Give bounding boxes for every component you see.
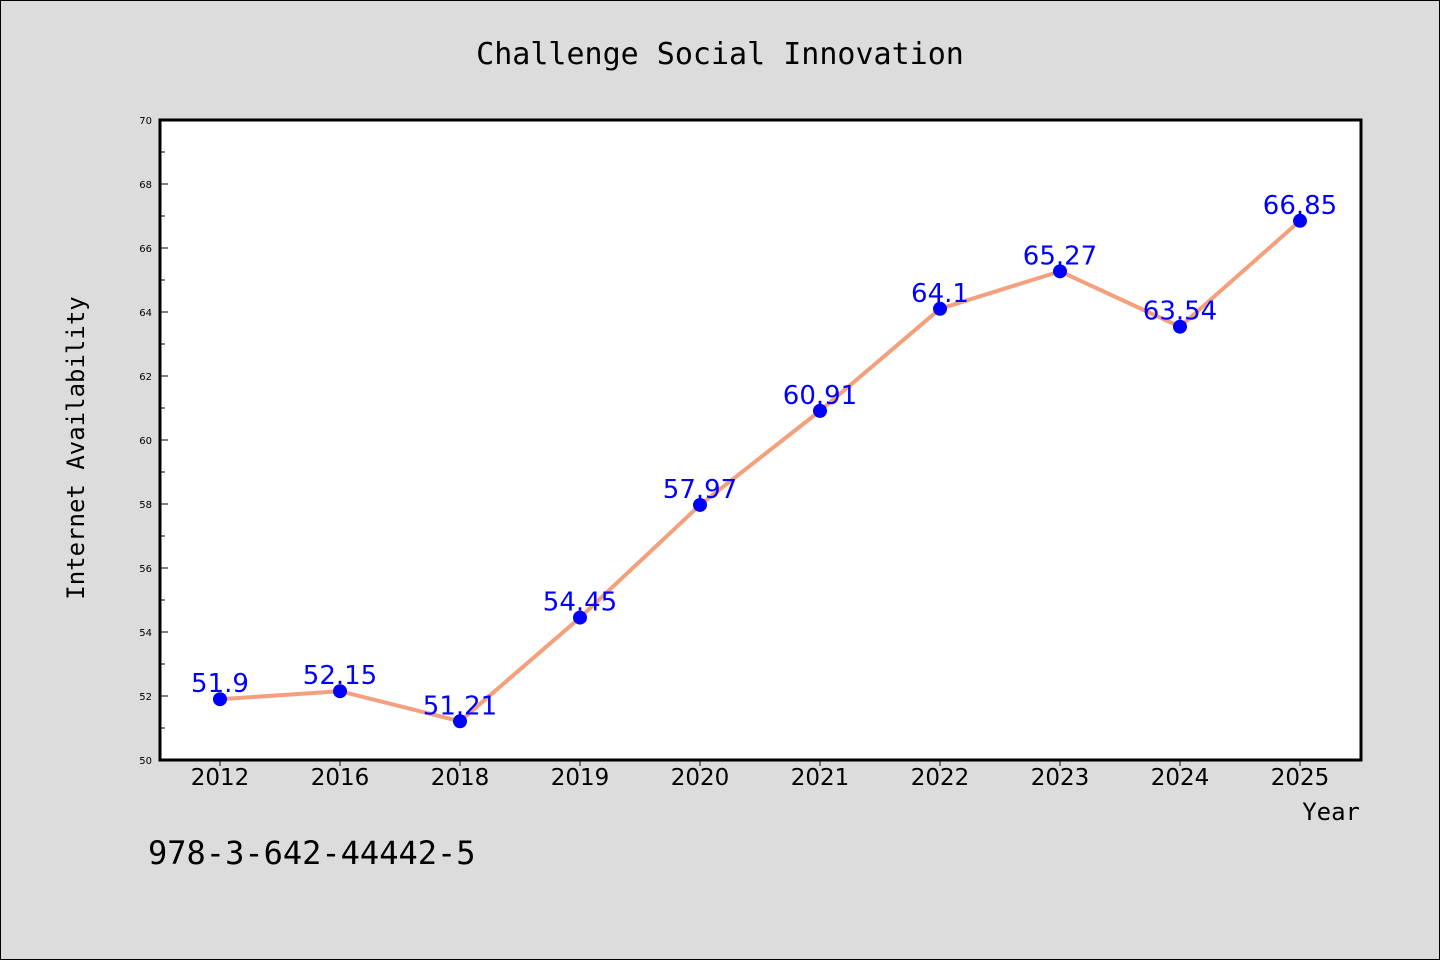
data-point-marker [1293, 213, 1307, 228]
x-tick-label: 2021 [791, 765, 850, 791]
x-tick-label: 2023 [1031, 765, 1090, 791]
x-axis-label: Year [1302, 798, 1360, 826]
data-label: 52.15 [303, 661, 377, 691]
x-tick-label: 2020 [671, 765, 730, 791]
data-point-marker [813, 403, 827, 418]
x-tick-label: 2019 [551, 765, 610, 791]
x-tick-label: 2012 [191, 765, 250, 791]
chart-title: Challenge Social Innovation [476, 37, 964, 72]
y-tick-label: 58 [139, 500, 152, 511]
series-line-group: 51.9 52.15 51.21 54.45 57.97 60.91 64.1 65.27 63… [191, 191, 1337, 729]
y-tick-label: 50 [139, 756, 152, 767]
y-axis-label: Internet Availability [62, 296, 90, 599]
plot-area [160, 120, 1361, 760]
x-tick-label: 2016 [311, 765, 370, 791]
data-point-marker [1173, 319, 1187, 334]
data-point-marker [1053, 264, 1067, 279]
y-tick-label: 62 [139, 372, 152, 383]
data-point-marker [573, 610, 587, 625]
y-tick-label: 66 [139, 244, 152, 255]
data-label: 66.85 [1263, 191, 1337, 221]
y-tick-label: 70 [139, 116, 152, 127]
x-tick-label: 2025 [1271, 765, 1330, 791]
data-point-marker [453, 714, 467, 729]
data-label: 63.54 [1143, 297, 1217, 327]
y-tick-label: 60 [139, 436, 152, 447]
data-point-marker [213, 692, 227, 707]
data-label: 51.9 [191, 669, 249, 699]
footer-code: 978-3-642-44442-5 [148, 834, 476, 872]
data-label: 64.1 [911, 279, 969, 309]
series-line [219, 219, 1302, 724]
data-label: 65.27 [1023, 241, 1097, 271]
x-axis-ticks: 2012 2016 2018 2019 2020 2021 2022 2023 2024 2025 [191, 760, 1330, 791]
data-label: 60.91 [783, 381, 857, 411]
y-tick-label: 56 [139, 564, 152, 575]
data-point-marker [933, 301, 947, 316]
x-tick-label: 2022 [911, 765, 970, 791]
x-tick-label: 2024 [1151, 765, 1210, 791]
data-label: 57.97 [663, 475, 737, 505]
data-label: 51.21 [423, 691, 497, 721]
y-tick-label: 68 [139, 180, 152, 191]
y-tick-label: 54 [139, 628, 152, 639]
y-tick-label: 52 [139, 692, 152, 703]
y-tick-label: 64 [139, 308, 152, 319]
data-point-marker [693, 497, 707, 512]
data-label: 54.45 [543, 588, 617, 618]
plot-frame [158, 118, 1363, 762]
x-tick-label: 2018 [431, 765, 490, 791]
data-point-marker [333, 684, 347, 699]
y-axis-ticks: 50 52 54 56 58 60 62 64 66 68 70 [139, 116, 168, 767]
